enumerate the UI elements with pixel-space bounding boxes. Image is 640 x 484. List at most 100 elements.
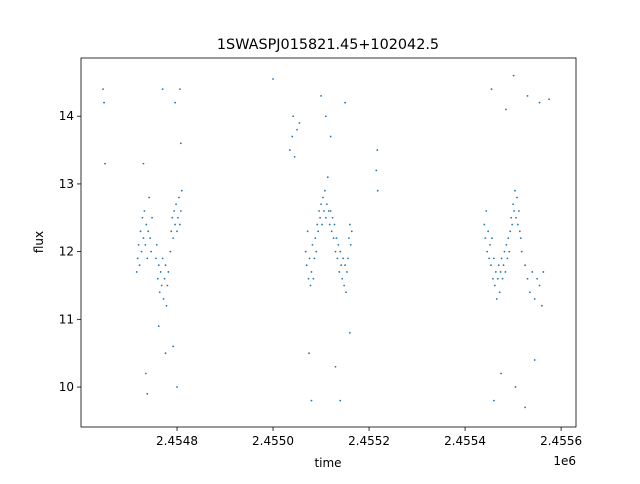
- data-point: [548, 98, 551, 101]
- data-point: [138, 264, 141, 267]
- data-point: [500, 257, 503, 260]
- data-point: [293, 155, 296, 158]
- data-point: [506, 257, 509, 260]
- data-point: [505, 243, 508, 246]
- data-point: [136, 257, 139, 260]
- data-point: [492, 277, 494, 280]
- data-point: [327, 210, 330, 212]
- data-point: [135, 271, 138, 273]
- data-point: [179, 210, 182, 212]
- data-point: [323, 210, 325, 212]
- data-point: [329, 210, 332, 212]
- data-point: [487, 230, 490, 233]
- data-point: [157, 264, 160, 267]
- data-point: [498, 291, 501, 294]
- data-point: [542, 271, 545, 273]
- data-point: [144, 243, 147, 246]
- data-point: [491, 237, 493, 239]
- data-point: [314, 237, 317, 239]
- data-point: [512, 74, 515, 77]
- data-point: [172, 237, 175, 239]
- data-point: [538, 101, 541, 104]
- data-point: [179, 88, 181, 91]
- data-point: [376, 189, 379, 192]
- data-point: [511, 223, 514, 226]
- data-point: [320, 203, 322, 206]
- data-point: [538, 284, 541, 287]
- data-point: [332, 237, 335, 239]
- data-point: [306, 230, 309, 233]
- data-point: [161, 88, 164, 91]
- data-point: [329, 135, 332, 138]
- data-point: [541, 304, 543, 307]
- data-point: [166, 284, 169, 287]
- data-point: [338, 271, 341, 273]
- y-tick-label: 14: [59, 109, 74, 123]
- data-point: [531, 271, 534, 273]
- data-point: [347, 257, 349, 260]
- data-point: [344, 101, 346, 104]
- x-tick-label: 2.4548: [156, 434, 198, 448]
- data-point: [146, 392, 149, 395]
- data-point: [495, 298, 498, 300]
- data-point: [292, 115, 295, 118]
- data-point: [493, 399, 495, 402]
- data-point: [494, 271, 497, 273]
- data-point: [349, 243, 352, 246]
- data-point: [335, 237, 338, 239]
- data-point: [519, 237, 522, 239]
- data-point: [504, 271, 507, 273]
- data-point: [505, 108, 507, 111]
- data-point: [159, 271, 162, 273]
- data-point: [157, 325, 160, 328]
- data-point: [308, 257, 311, 260]
- data-point: [288, 149, 291, 151]
- data-point: [305, 264, 308, 267]
- data-point: [514, 189, 516, 192]
- data-point: [158, 291, 161, 294]
- data-point: [328, 223, 331, 226]
- data-point: [322, 196, 324, 199]
- data-point: [147, 230, 150, 233]
- data-point: [163, 277, 166, 280]
- data-point: [298, 122, 301, 124]
- data-point: [174, 223, 177, 226]
- plot-frame: [80, 57, 577, 428]
- data-point: [162, 298, 165, 300]
- data-point: [507, 237, 510, 239]
- y-tick-label: 13: [59, 177, 74, 191]
- data-point: [155, 243, 158, 246]
- data-point: [502, 264, 505, 267]
- data-point: [102, 88, 104, 91]
- data-point: [510, 216, 513, 219]
- data-point: [177, 216, 179, 219]
- data-point: [334, 365, 337, 368]
- data-point: [139, 230, 142, 233]
- data-point: [348, 223, 351, 226]
- data-point: [310, 271, 313, 273]
- data-point: [325, 203, 328, 206]
- data-point: [339, 399, 342, 402]
- data-point: [340, 264, 343, 267]
- data-point: [103, 101, 105, 104]
- data-point: [333, 223, 336, 226]
- data-point: [174, 101, 177, 104]
- y-tick-label: 12: [59, 245, 74, 259]
- chart-title: 1SWASPJ015821.45+102042.5: [217, 37, 439, 53]
- data-point: [348, 331, 351, 334]
- data-point: [146, 257, 149, 260]
- data-point: [142, 162, 145, 165]
- data-point: [339, 250, 342, 253]
- data-point: [489, 243, 491, 246]
- data-point: [142, 237, 145, 239]
- data-point: [150, 250, 152, 253]
- data-point: [346, 271, 348, 273]
- data-point: [536, 277, 539, 280]
- data-point: [493, 284, 496, 287]
- data-point: [141, 216, 144, 219]
- data-point: [490, 264, 492, 267]
- data-point: [348, 237, 350, 239]
- data-point: [330, 230, 333, 233]
- data-point: [497, 264, 500, 267]
